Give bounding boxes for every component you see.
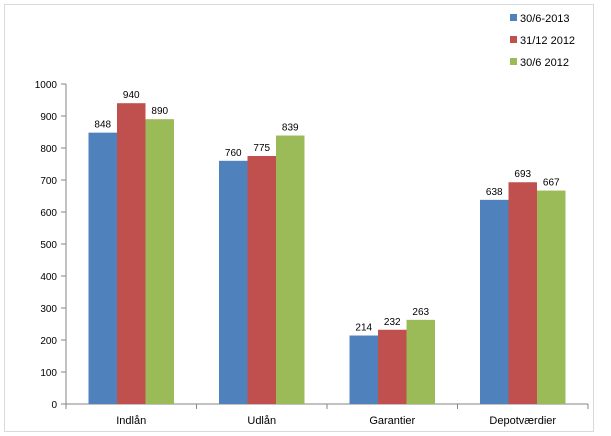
legend-label: 30/6-2013 bbox=[520, 13, 570, 25]
x-tick-label: Indlån bbox=[116, 415, 146, 427]
y-tick-label: 400 bbox=[40, 272, 57, 283]
data-label: 232 bbox=[384, 317, 401, 328]
data-label: 839 bbox=[282, 123, 299, 134]
y-tick-label: 600 bbox=[40, 208, 57, 219]
y-tick-label: 300 bbox=[40, 304, 57, 315]
x-axis: Indlån Udlån Garantier Depotværdier bbox=[65, 403, 589, 427]
legend-swatch bbox=[510, 58, 517, 65]
data-label: 693 bbox=[514, 169, 531, 180]
bar bbox=[480, 199, 509, 404]
x-tick-label: Depotværdier bbox=[489, 415, 556, 427]
legend-swatch bbox=[510, 14, 517, 21]
data-label: 760 bbox=[225, 148, 242, 159]
bar bbox=[88, 132, 117, 404]
bar bbox=[537, 190, 566, 404]
legend-swatch bbox=[510, 36, 517, 43]
bars bbox=[88, 103, 566, 404]
bar bbox=[219, 160, 248, 404]
bar bbox=[508, 182, 537, 404]
y-tick-label: 0 bbox=[51, 400, 57, 411]
data-label: 263 bbox=[412, 307, 429, 318]
x-tick-label: Udlån bbox=[247, 415, 276, 427]
data-label: 638 bbox=[486, 187, 503, 198]
data-label: 940 bbox=[123, 90, 140, 101]
bar bbox=[378, 329, 407, 404]
y-tick-label: 800 bbox=[40, 144, 57, 155]
data-label: 775 bbox=[253, 143, 270, 154]
legend-label: 31/12 2012 bbox=[520, 35, 575, 47]
bar bbox=[247, 156, 276, 404]
data-label: 848 bbox=[94, 120, 111, 131]
legend-label: 30/6 2012 bbox=[520, 57, 569, 69]
y-tick-label: 200 bbox=[40, 336, 57, 347]
legend: 30/6-2013 31/12 2012 30/6 2012 bbox=[510, 13, 575, 69]
bar bbox=[145, 119, 174, 404]
y-tick-label: 500 bbox=[40, 240, 57, 251]
y-axis: 0 100 200 300 400 500 600 700 800 900 1000 bbox=[35, 80, 67, 411]
y-tick-label: 900 bbox=[40, 112, 57, 123]
y-tick-label: 100 bbox=[40, 368, 57, 379]
data-labels: 848 940 890 760 775 839 214 232 263 638 693 667 bbox=[94, 90, 560, 333]
bar bbox=[349, 335, 378, 404]
bar bbox=[276, 135, 305, 404]
data-label: 214 bbox=[355, 323, 372, 334]
chart-frame bbox=[4, 4, 594, 432]
x-tick-label: Garantier bbox=[369, 415, 415, 427]
bar bbox=[406, 319, 435, 404]
y-tick-label: 700 bbox=[40, 176, 57, 187]
bar bbox=[117, 103, 146, 404]
data-label: 667 bbox=[543, 178, 560, 189]
y-tick-label: 1000 bbox=[35, 80, 58, 91]
data-label: 890 bbox=[151, 106, 168, 117]
